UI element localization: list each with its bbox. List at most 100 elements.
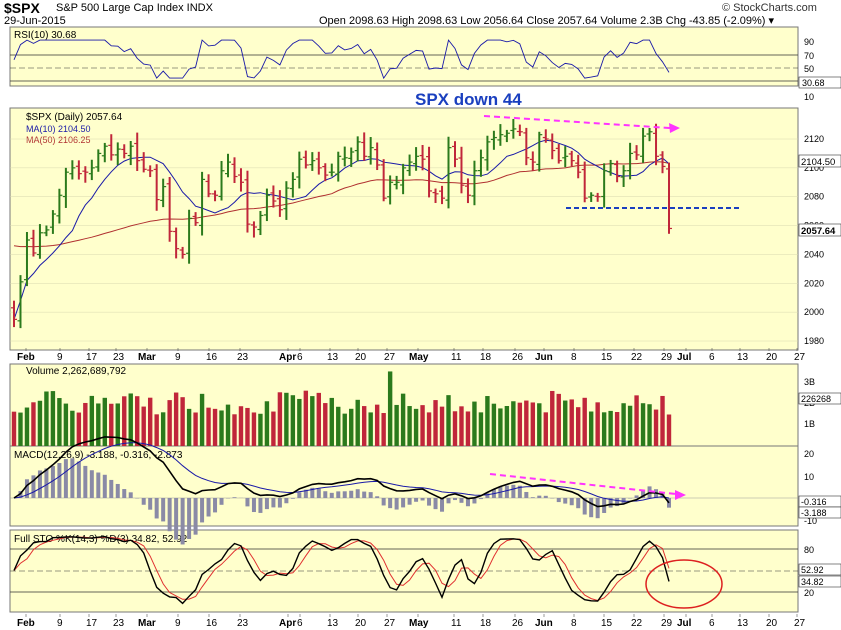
macd-histogram-bar [530,497,535,498]
volume-bar [135,396,140,446]
sto-tag-a [798,563,841,576]
sto-tag-b [798,575,841,588]
sto-tick: 80 [804,545,814,555]
ma-price-tag-text: 2104.50 [801,157,835,168]
volume-bar [109,403,114,446]
volume-bar [122,396,127,446]
x-axis-label: 23 [237,352,249,363]
volume-bar [37,400,43,446]
macd-histogram-bar [478,498,483,500]
price-tick-label: 1980 [804,336,824,346]
volume-bar [349,408,354,446]
volume-bar [70,410,75,446]
macd-histogram-bar [427,498,432,506]
x-axis-label: 27 [794,618,806,629]
resistance-line [483,115,671,129]
x-axis-label: 29 [661,352,673,363]
panels [9,26,799,613]
macd-histogram-bar [50,466,55,498]
x-axis-label: 18 [480,618,492,629]
price-tick-label: 2100 [804,163,824,173]
macd-legend: MACD(12,26,9) -3.188, -0.316, -2.873 [14,450,183,461]
volume-bar [258,413,263,446]
volume-bar [634,395,639,446]
macd-histogram-bar [115,483,120,498]
volume-bar [498,408,503,446]
volume-bar [329,397,334,446]
volume-bar [167,400,172,446]
rsi-tick: 50 [804,64,814,74]
ma10-legend: MA(10) 2104.50 [26,124,91,134]
macd-histogram-bar [375,496,380,498]
macd-histogram-bar [420,498,425,501]
volume-bar [193,412,198,446]
volume-bar [355,399,360,446]
macd-line [13,436,670,508]
x-axis-label: 6 [709,618,715,629]
macd-histogram-bar [582,498,587,515]
volume-bar [614,412,620,446]
volume-bar [524,400,529,446]
x-axis-label: 9 [175,352,181,363]
rsi-ticks: 90 70 50 10 [804,37,814,102]
volume-bar [63,403,69,446]
macd-histogram-bar [102,474,107,498]
macd-histogram-bar [76,461,81,498]
macd-histogram-bar [615,498,620,507]
volume-bar [387,371,393,446]
volume-bar [452,411,458,446]
macd-histogram-bar [537,495,542,498]
macd-histogram-bar [122,489,127,498]
macd-histogram-bar [433,498,438,510]
macd-histogram-bar [303,489,308,498]
index-description: S&P 500 Large Cap Index INDX [56,2,213,14]
x-axis-label: 18 [480,352,492,363]
rsi-legend: RSI(10) 30.68 [14,30,77,41]
volume-bar [621,403,626,446]
macd-histogram-bar [569,498,574,506]
macd-histogram-bar [277,498,282,508]
macd-histogram-bar [109,479,114,498]
volume-bar [407,406,412,446]
macd-histogram-bar [167,498,172,532]
x-axis-label: 9 [57,618,63,629]
price-panel [9,107,799,351]
macd-histogram-bar [440,498,445,512]
volume-bar [225,404,231,446]
volume-bar [271,411,276,446]
x-axis-label: 29 [661,618,673,629]
volume-bar [31,402,36,446]
macd-histogram-bar [161,498,166,522]
macd-histogram-bar [284,498,289,504]
x-axis-label: Feb [17,618,35,629]
volume-bar [11,411,17,446]
x-axis-label: 13 [737,618,749,629]
macd-histogram-bar [271,498,276,508]
macd-histogram-bar [362,491,367,498]
volume-bar [601,412,607,446]
macd-histogram-bar [219,498,224,505]
chart-date: 29-Jun-2015 [4,15,66,27]
volume-bar [647,404,652,446]
volume-bar [666,414,672,446]
x-axis-label: May [409,352,429,363]
volume-bar [232,414,237,446]
volume-bar [251,412,257,446]
x-axis-label: May [409,618,429,629]
macd-histogram-bar [589,498,594,518]
price-tick-label: 2000 [804,307,824,317]
price-tick-label: 2020 [804,278,824,288]
volume-bar [368,412,373,446]
macd-histogram-bar [634,495,639,498]
volume-bar [212,408,218,446]
volume-bar [180,397,185,446]
macd-histogram-bar [511,484,516,498]
macd-histogram-bar [342,491,347,498]
macd-histogram-bar [388,498,393,509]
volume-bar [83,402,88,446]
x-axis-label: 11 [451,352,462,363]
volume-bar [595,402,600,446]
macd-histogram-bar [459,498,464,503]
volume-bar [420,405,425,446]
x-axis-label: Mar [138,618,156,629]
